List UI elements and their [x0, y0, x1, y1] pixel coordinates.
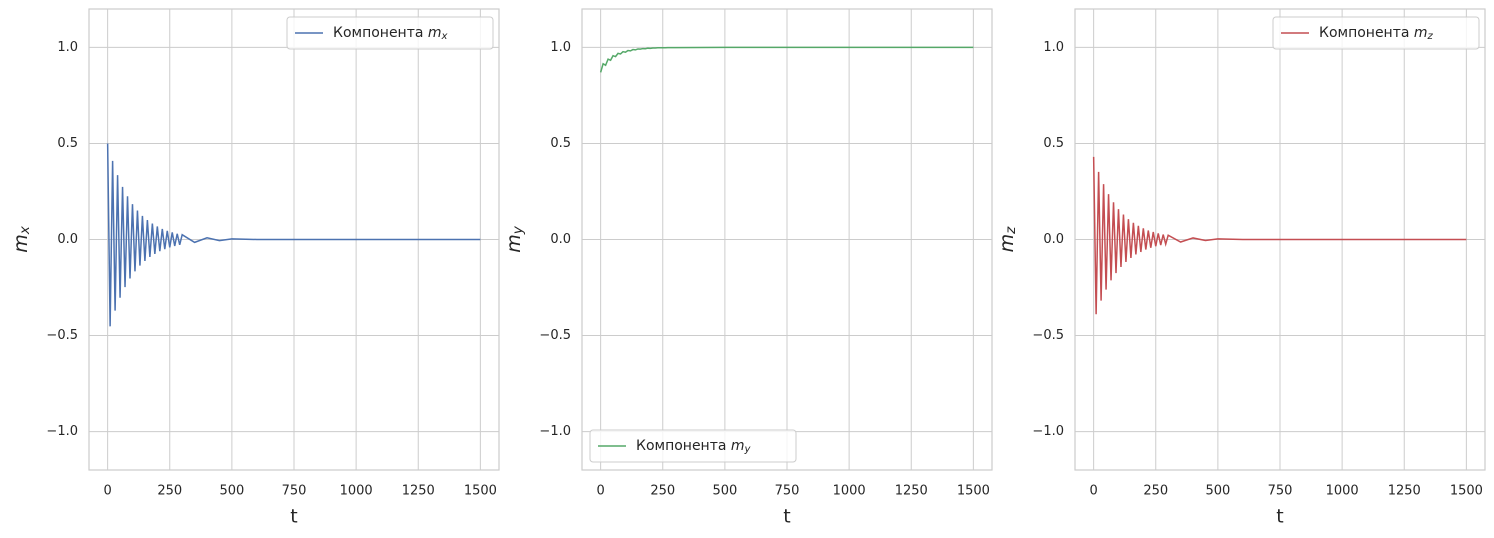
y-tick-label: 0.0	[1043, 232, 1064, 247]
x-tick-label: 750	[282, 484, 307, 499]
line	[599, 46, 974, 73]
y-tick-label: −0.5	[46, 328, 78, 343]
y-tick-label: 1.0	[550, 40, 571, 55]
axes-frame	[88, 8, 500, 471]
y-tick-label: −1.0	[46, 424, 78, 439]
legend: Компонента mx	[286, 16, 494, 50]
y-tick-label: 0.5	[1043, 136, 1064, 151]
y-tick-label: −1.0	[1032, 424, 1064, 439]
x-tick-label: 1500	[464, 484, 497, 499]
x-axis-label: t	[290, 506, 297, 528]
line	[106, 143, 481, 327]
y-tick-label: 1.0	[57, 40, 78, 55]
y-tick-label: 0.5	[57, 136, 78, 151]
axes-frame	[1074, 8, 1486, 471]
subplot: 0 250 500 750 1000 1250 1500 −1.0 −0.5 0.0 0.5 1.0 t…	[10, 8, 500, 528]
legend-label: Компонента mx	[333, 25, 449, 42]
legend-box	[286, 16, 494, 50]
x-tick-label: 1000	[833, 484, 866, 499]
x-tick-label: 0	[596, 484, 604, 499]
legend-label: Компонента my	[636, 438, 752, 455]
y-tick-label: 0.5	[550, 136, 571, 151]
x-tick-label: 1000	[1326, 484, 1359, 499]
legend-box	[589, 429, 797, 463]
y-tick-label: −1.0	[539, 424, 571, 439]
x-tick-label: 1000	[340, 484, 373, 499]
x-tick-label: 500	[712, 484, 737, 499]
x-axis-label: t	[1276, 506, 1283, 528]
y-tick-label: 1.0	[1043, 40, 1064, 55]
x-tick-label: 250	[650, 484, 675, 499]
x-tick-label: 0	[1089, 484, 1097, 499]
y-axis-label: mx	[10, 225, 34, 253]
x-tick-label: 1500	[957, 484, 990, 499]
y-tick-label: 0.0	[550, 232, 571, 247]
x-tick-label: 0	[103, 484, 111, 499]
x-tick-label: 1250	[1388, 484, 1421, 499]
x-tick-label: 500	[1205, 484, 1230, 499]
y-axis-label: my	[503, 225, 527, 253]
x-tick-label: 250	[1143, 484, 1168, 499]
x-tick-label: 250	[157, 484, 182, 499]
x-tick-label: 1250	[402, 484, 435, 499]
y-tick-label: −0.5	[539, 328, 571, 343]
x-tick-label: 1500	[1450, 484, 1483, 499]
x-tick-label: 750	[775, 484, 800, 499]
x-tick-label: 500	[219, 484, 244, 499]
legend: Компонента mz	[1272, 16, 1480, 50]
y-axis-label: mz	[996, 226, 1020, 253]
legend-box	[1272, 16, 1480, 50]
subplot: 0 250 500 750 1000 1250 1500 −1.0 −0.5 0.0 0.5 1.0 t…	[996, 8, 1486, 528]
axes-frame	[581, 8, 993, 471]
subplot: 0 250 500 750 1000 1250 1500 −1.0 −0.5 0.0 0.5 1.0 t…	[503, 8, 993, 528]
legend: Компонента my	[589, 429, 797, 463]
y-tick-label: 0.0	[57, 232, 78, 247]
x-axis-label: t	[783, 506, 790, 528]
x-tick-label: 750	[1268, 484, 1293, 499]
line	[1092, 156, 1467, 315]
x-tick-label: 1250	[895, 484, 928, 499]
y-tick-label: −0.5	[1032, 328, 1064, 343]
legend-label: Компонента mz	[1319, 25, 1434, 42]
